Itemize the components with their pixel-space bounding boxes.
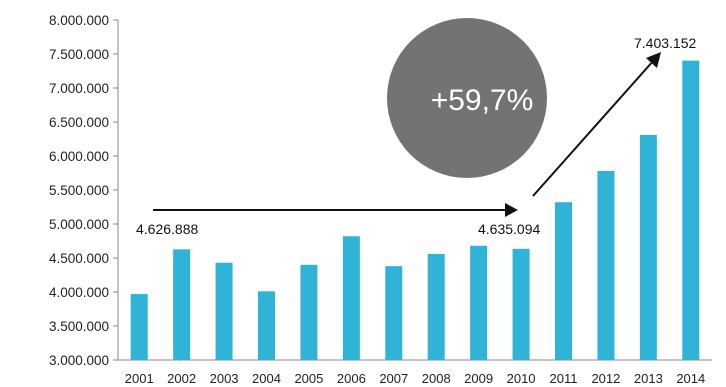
y-tick-label: 5.500.000	[49, 183, 109, 198]
x-tick-label: 2013	[634, 371, 663, 386]
bar-2010	[512, 248, 530, 360]
bar-2012	[597, 170, 615, 360]
start-value-label: 4.626.888	[136, 221, 198, 237]
bar-2011	[555, 202, 572, 360]
y-tick-label: 5.000.000	[49, 217, 109, 232]
x-tick-label: 2006	[337, 371, 366, 386]
y-tick-label: 7.500.000	[49, 47, 109, 62]
x-tick-label: 2014	[676, 371, 705, 386]
y-tick-label: 8.000.000	[49, 13, 109, 28]
bar-2013	[639, 134, 657, 360]
bar-2014	[682, 60, 700, 360]
y-tick-label: 3.000.000	[49, 353, 109, 368]
bar-2006	[342, 236, 360, 360]
bar-2004	[258, 291, 275, 360]
bar-2003	[215, 262, 233, 360]
flat-trend-arrow	[153, 203, 518, 217]
x-tick-label: 2007	[379, 371, 408, 386]
bar-2001	[130, 294, 148, 360]
y-tick-label: 6.000.000	[49, 149, 109, 164]
bar-2005	[300, 264, 318, 360]
y-tick-label: 4.500.000	[49, 251, 109, 266]
x-tick-label: 2012	[591, 371, 620, 386]
x-axis: 2001 2002 2003 2004 2005 2006 2007 2008 2009 2010…	[118, 359, 712, 386]
x-tick-label: 2011	[550, 371, 578, 386]
x-tick-label: 2009	[464, 371, 493, 386]
y-axis: 3.000.000 3.500.000 4.000.000 4.500.000 5.00…	[49, 13, 119, 368]
x-tick-label: 2001	[125, 371, 154, 386]
y-tick-label: 7.000.000	[49, 81, 109, 96]
growth-bubble: +59,7%	[387, 18, 547, 178]
end-value-label: 7.403.152	[634, 35, 696, 51]
y-tick-label: 4.000.000	[49, 285, 109, 300]
bars	[130, 60, 700, 360]
y-tick-label: 6.500.000	[49, 115, 109, 130]
x-tick-label: 2008	[422, 371, 451, 386]
x-tick-label: 2005	[294, 371, 323, 386]
y-tick-label: 3.500.000	[49, 319, 109, 334]
x-tick-label: 2004	[252, 371, 281, 386]
mid-value-label: 4.635.094	[478, 221, 540, 237]
bar-2002	[173, 249, 191, 360]
x-tick-label: 2002	[167, 371, 196, 386]
x-tick-label: 2010	[507, 371, 536, 386]
growth-percentage-label: +59,7%	[431, 84, 534, 117]
bar-2008	[427, 253, 445, 360]
x-tick-label: 2003	[210, 371, 239, 386]
bar-2007	[385, 266, 403, 360]
bar-2009	[470, 245, 488, 360]
growth-trend-arrow	[532, 52, 661, 197]
